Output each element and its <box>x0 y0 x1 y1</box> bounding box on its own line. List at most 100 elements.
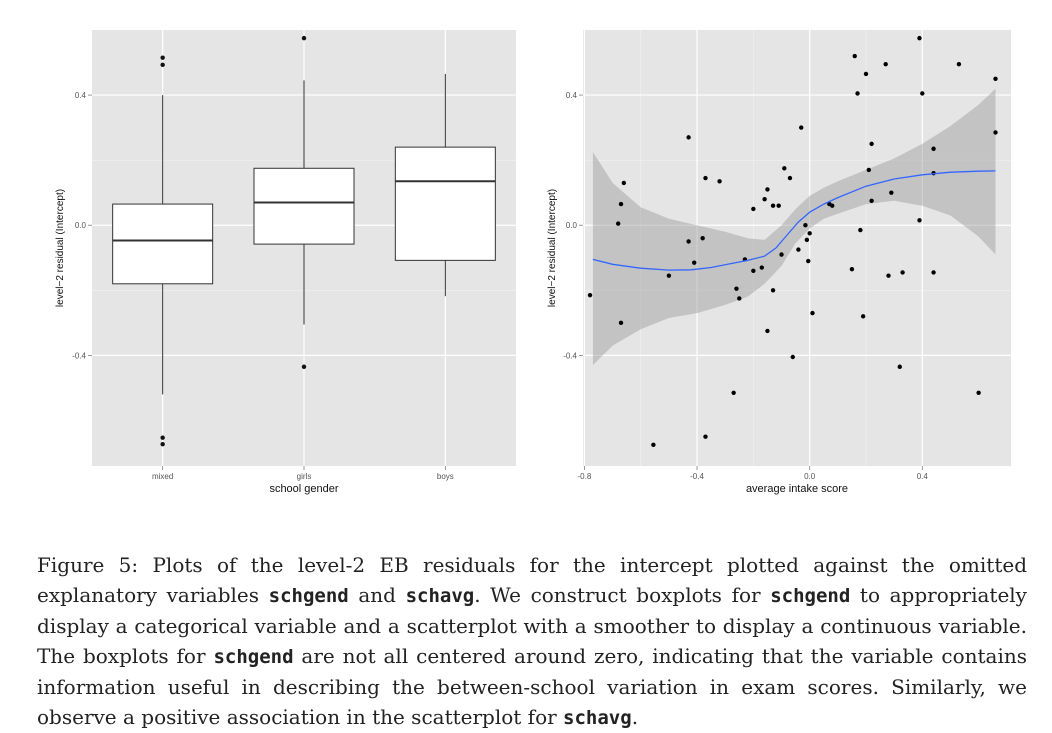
data-point <box>651 442 656 448</box>
data-point <box>807 231 812 236</box>
data-point <box>883 61 888 67</box>
data-point <box>804 237 810 243</box>
box-boys <box>394 146 496 261</box>
data-point <box>869 198 874 204</box>
caption-text: to appropriately display a categorical v… <box>37 583 1027 668</box>
data-point <box>993 76 998 82</box>
outlier-point <box>301 364 307 369</box>
x-axis-label: school gender <box>269 483 338 495</box>
data-point <box>829 203 835 208</box>
x-tick-label: 0.0 <box>804 472 816 481</box>
data-point <box>717 179 722 184</box>
data-point <box>787 175 793 181</box>
smoother-line <box>592 170 996 271</box>
data-point <box>762 196 767 202</box>
x-tick-label: -0.4 <box>690 472 704 481</box>
y-axis-label: level−2 residual (Intercept) <box>547 189 558 307</box>
boxplot-panel: -0.4 0.0 0.4 mixed girls boys school gender lev… <box>55 30 516 495</box>
data-point <box>803 223 808 228</box>
data-point <box>976 390 981 395</box>
data-point <box>692 260 697 265</box>
data-point <box>666 273 672 278</box>
data-point <box>700 236 705 241</box>
x-tick-label: mixed <box>152 472 173 481</box>
data-point <box>615 221 621 226</box>
data-point <box>849 266 855 272</box>
data-point <box>765 328 770 334</box>
caption-text: are not all centered around zero, indica… <box>37 644 1027 729</box>
data-point <box>751 206 756 212</box>
data-point <box>770 288 776 293</box>
x-tick-label: girls <box>297 472 312 481</box>
figure-caption: Figure 5: Plots of the level-2 EB residu… <box>37 550 1027 733</box>
data-point <box>782 166 787 171</box>
caption-text: . <box>631 705 639 729</box>
scatter-panel: -0.4 0.0 0.4 -0.8 -0.4 0.0 0.4 average intake s… <box>547 30 1011 495</box>
caption-text: Figure 5: Plots of the level-2 EB residu… <box>37 553 1027 607</box>
y-tick-label: 0.0 <box>75 221 87 230</box>
y-axis-label: level−2 residual (Intercept) <box>55 189 66 307</box>
data-point <box>931 146 936 151</box>
data-point <box>810 310 815 316</box>
y-tick-label: 0.4 <box>75 91 87 100</box>
figure-5: -0.4 0.0 0.4 mixed girls boys school gender lev… <box>55 30 1011 495</box>
box-girls <box>253 167 355 245</box>
outlier-point <box>160 55 165 60</box>
data-point <box>796 247 801 252</box>
data-point <box>900 270 905 275</box>
data-point <box>869 141 874 147</box>
data-point <box>790 354 795 360</box>
data-point <box>686 135 691 140</box>
caption-text: and <box>348 583 406 607</box>
x-tick-label: -0.8 <box>578 472 592 481</box>
data-point <box>886 273 891 278</box>
data-point <box>734 286 739 291</box>
y-tick-label: -0.4 <box>563 351 577 360</box>
x-tick-label: 0.4 <box>917 472 929 481</box>
data-point <box>917 35 922 41</box>
data-point <box>686 239 691 244</box>
data-point <box>806 258 811 264</box>
data-point <box>855 91 860 96</box>
data-point <box>779 252 784 257</box>
box-mixed <box>112 203 214 285</box>
data-point <box>765 187 770 192</box>
caption-code-term: schgend <box>770 585 851 607</box>
caption-code-term: schgend <box>268 585 349 607</box>
y-tick-label: 0.0 <box>566 221 578 230</box>
data-point <box>618 320 624 326</box>
data-point <box>860 314 866 319</box>
y-tick-label: -0.4 <box>72 351 86 360</box>
data-point <box>703 434 708 439</box>
y-tick-label: 0.4 <box>566 91 578 100</box>
caption-code-term: schgend <box>213 646 294 668</box>
outlier-point <box>301 35 307 41</box>
data-point <box>889 190 894 195</box>
data-point <box>587 292 593 298</box>
data-point <box>852 53 857 59</box>
data-point <box>897 364 902 369</box>
data-point <box>799 125 804 130</box>
data-point <box>858 227 863 233</box>
x-axis-label: average intake score <box>746 483 848 495</box>
data-point <box>917 218 922 223</box>
outlier-point <box>160 435 165 440</box>
data-point <box>863 71 869 77</box>
data-point <box>759 265 765 270</box>
outlier-point <box>160 62 165 68</box>
data-point <box>776 203 781 208</box>
data-point <box>703 175 708 181</box>
data-point <box>621 180 627 186</box>
data-point <box>770 203 776 208</box>
data-point <box>618 201 624 207</box>
data-point <box>956 61 962 67</box>
caption-code-term: schavg <box>563 707 632 729</box>
data-point <box>731 390 736 395</box>
data-point <box>931 270 936 275</box>
data-point <box>737 296 742 301</box>
outlier-point <box>160 442 165 447</box>
data-point <box>866 167 872 173</box>
data-point <box>993 130 998 135</box>
data-point <box>920 91 925 96</box>
